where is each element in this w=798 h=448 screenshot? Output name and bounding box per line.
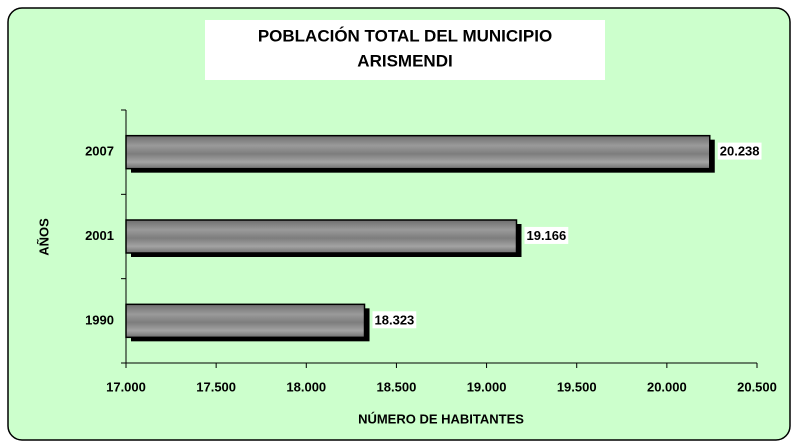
y-tick-label: 2007 [85,144,114,159]
value-label-bg [524,226,569,244]
x-tick-label: 17.500 [196,379,236,394]
value-label-bg [717,142,762,160]
x-tick-label: 20.500 [737,379,777,394]
value-label: 18.323 [375,312,415,327]
x-tick-label: 19.000 [467,379,507,394]
y-tick-label: 2001 [85,228,114,243]
value-label-bg [372,311,417,329]
x-axis-label: NÚMERO DE HABITANTES [358,411,524,426]
title-box [205,20,605,80]
bar [125,219,518,254]
chart-title: POBLACIÓN TOTAL DEL MUNICIPIO [258,26,552,45]
y-tick-label: 1990 [85,312,114,327]
chart-subtitle: ARISMENDI [357,51,452,70]
x-tick-label: 18.000 [286,379,326,394]
x-tick-label: 19.500 [557,379,597,394]
bar [125,303,366,339]
bar [125,134,711,170]
x-tick-label: 18.500 [377,379,417,394]
x-tick-label: 20.000 [647,379,687,394]
y-axis-label: AÑOS [36,218,51,256]
value-label: 20.238 [720,144,760,159]
x-tick-label: 17.000 [106,379,146,394]
value-label: 19.166 [526,228,566,243]
